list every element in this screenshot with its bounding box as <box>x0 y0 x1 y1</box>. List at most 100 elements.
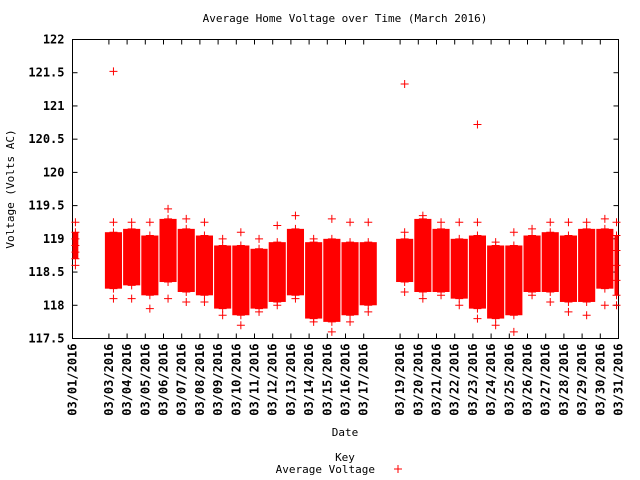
voltage-point <box>418 251 427 260</box>
voltage-point <box>182 240 191 249</box>
voltage-point <box>273 253 282 262</box>
voltage-outlier-point <box>600 214 609 223</box>
voltage-point <box>437 240 446 249</box>
y-axis-label: Voltage (Volts AC) <box>4 129 17 248</box>
y-tick-label: 122 <box>43 33 65 47</box>
voltage-point <box>255 259 264 268</box>
voltage-point <box>182 287 191 296</box>
voltage-outlier-point <box>218 234 227 243</box>
voltage-point <box>600 239 609 248</box>
y-tick-label: 121 <box>43 99 65 113</box>
voltage-point <box>564 248 573 257</box>
x-tick-label: 03/06/2016 <box>157 344 171 416</box>
voltage-point <box>182 272 191 281</box>
voltage-point <box>491 278 500 287</box>
voltage-point <box>200 231 209 240</box>
voltage-outlier-point <box>528 224 537 233</box>
voltage-outlier-point <box>327 214 336 223</box>
voltage-outlier-point <box>200 297 209 306</box>
voltage-outlier-point <box>418 211 427 220</box>
voltage-outlier-point <box>164 294 173 303</box>
voltage-point <box>473 286 482 295</box>
voltage-point <box>327 297 336 306</box>
voltage-point <box>528 273 537 282</box>
voltage-outlier-point <box>327 327 336 336</box>
voltage-outlier-point <box>437 291 446 300</box>
voltage-point <box>455 279 464 288</box>
voltage-point <box>273 238 282 247</box>
voltage-point <box>127 238 136 247</box>
x-tick-label: 03/14/2016 <box>302 344 316 416</box>
voltage-outlier-point <box>564 307 573 316</box>
voltage-outlier-point <box>400 80 409 89</box>
voltage-outlier-point <box>364 307 373 316</box>
voltage-outlier-point <box>109 218 118 227</box>
voltage-outlier-point <box>309 234 318 243</box>
x-tick-label: 03/13/2016 <box>284 344 298 416</box>
x-tick-label: 03/07/2016 <box>175 344 189 416</box>
voltage-outlier-point <box>346 218 355 227</box>
data-points <box>71 67 621 336</box>
voltage-point <box>127 253 136 262</box>
voltage-point <box>455 249 464 258</box>
voltage-point <box>600 224 609 233</box>
voltage-point <box>255 244 264 253</box>
voltage-point <box>564 231 573 240</box>
voltage-point <box>109 256 118 265</box>
voltage-outlier-point <box>509 327 518 336</box>
x-tick-label: 03/26/2016 <box>521 344 535 416</box>
voltage-outlier-point <box>473 120 482 129</box>
voltage-outlier-point <box>255 307 264 316</box>
x-tick-label: 03/27/2016 <box>539 344 553 416</box>
voltage-outlier-point <box>400 287 409 296</box>
voltage-point <box>109 284 118 293</box>
legend-plus-mark <box>394 465 402 473</box>
voltage-point <box>600 254 609 263</box>
x-tick-label: 03/01/2016 <box>66 344 80 416</box>
voltage-point <box>400 256 409 265</box>
voltage-outlier-point <box>109 294 118 303</box>
voltage-point <box>200 246 209 255</box>
voltage-point <box>309 295 318 304</box>
voltage-point <box>145 246 154 255</box>
voltage-point <box>364 269 373 278</box>
voltage-point <box>418 269 427 278</box>
voltage-point <box>109 242 118 251</box>
voltage-point <box>400 267 409 276</box>
voltage-point <box>327 255 336 264</box>
voltage-point <box>109 228 118 237</box>
voltage-outlier-point <box>546 297 555 306</box>
x-tick-label: 03/15/2016 <box>320 344 334 416</box>
x-tick-label: 03/03/2016 <box>102 344 116 416</box>
chart-title: Average Home Voltage over Time (March 20… <box>203 12 488 25</box>
voltage-point <box>236 276 245 285</box>
voltage-point <box>236 311 245 320</box>
voltage-point <box>400 278 409 287</box>
voltage-point <box>291 224 300 233</box>
voltage-point <box>255 289 264 298</box>
voltage-point <box>491 259 500 268</box>
y-tick-label: 118 <box>43 298 65 312</box>
legend-marker-plus-icon <box>394 465 402 473</box>
voltage-outlier-point <box>255 234 264 243</box>
y-tick-label: 120.5 <box>28 132 64 146</box>
voltage-point <box>145 231 154 240</box>
voltage-outlier-point <box>546 218 555 227</box>
voltage-point <box>164 214 173 223</box>
voltage-outlier-point <box>291 294 300 303</box>
voltage-point <box>364 238 373 247</box>
voltage-point <box>127 267 136 276</box>
voltage-outlier-point <box>612 301 621 310</box>
voltage-point <box>509 241 518 250</box>
voltage-outlier-point <box>509 228 518 237</box>
voltage-point <box>473 231 482 240</box>
voltage-outlier-point <box>491 321 500 330</box>
voltage-outlier-point <box>236 321 245 330</box>
x-tick-label: 03/05/2016 <box>138 344 152 416</box>
voltage-point <box>218 273 227 282</box>
voltage-point <box>600 284 609 293</box>
voltage-point <box>309 276 318 285</box>
voltage-outlier-point <box>236 228 245 237</box>
voltage-point <box>164 230 173 239</box>
